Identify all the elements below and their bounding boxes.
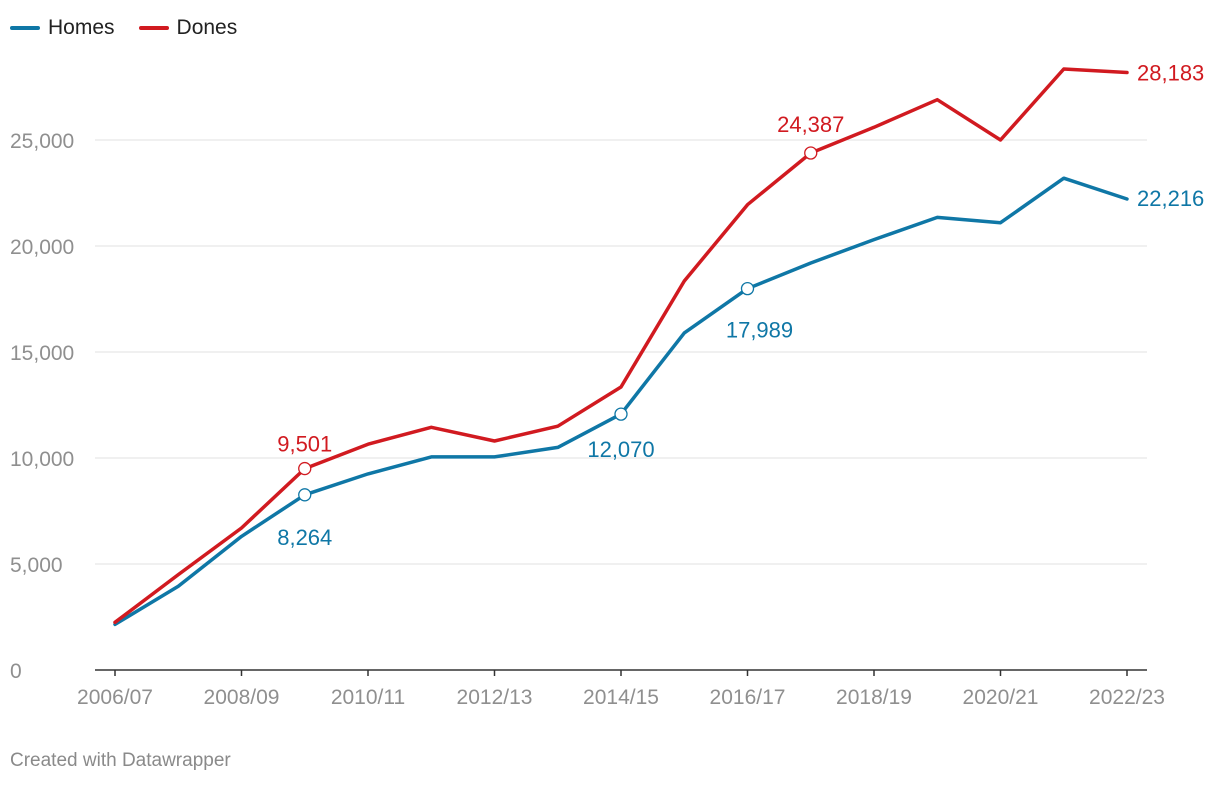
x-tick-label: 2018/19 — [836, 686, 912, 709]
x-tick-label: 2022/23 — [1089, 686, 1165, 709]
series-layer — [113, 67, 1129, 627]
legend-item-homes: Homes — [10, 16, 115, 40]
data-point-homes — [614, 407, 628, 421]
data-point-homes — [298, 488, 312, 502]
grid-layer — [95, 139, 1147, 565]
x-tick-label: 2008/09 — [204, 686, 280, 709]
x-tick-label: 2012/13 — [457, 686, 533, 709]
legend-swatch-dones — [138, 26, 169, 30]
axis-layer: 0 5,000 10,000 15,000 20,000 25,000 2006/07 200… — [10, 130, 1165, 709]
y-tick-label: 5,000 — [10, 554, 63, 577]
data-label-homes: 17,989 — [726, 318, 793, 343]
data-label-homes: 22,216 — [1137, 186, 1204, 211]
series-line-dones — [113, 67, 1129, 625]
y-tick-label: 20,000 — [10, 236, 74, 259]
x-tick-label: 2020/21 — [963, 686, 1039, 709]
data-label-dones: 28,183 — [1137, 61, 1204, 86]
x-tick-label: 2016/17 — [710, 686, 786, 709]
data-point-dones — [298, 461, 312, 476]
x-tick-label: 2006/07 — [77, 686, 153, 709]
x-tick-label: 2010/11 — [331, 686, 405, 709]
x-tick-label: 2014/15 — [583, 686, 659, 709]
data-label-dones: 9,501 — [277, 432, 332, 457]
data-label-dones: 24,387 — [777, 112, 844, 137]
y-tick-label: 25,000 — [10, 130, 74, 153]
chart-legend: Homes Dones — [10, 16, 237, 40]
annotation-layer: 8,264 12,070 17,989 22,216 9,501 24,387 28,183 — [277, 61, 1204, 550]
legend-label-homes: Homes — [48, 16, 115, 39]
data-label-homes: 12,070 — [587, 437, 654, 462]
y-tick-label: 10,000 — [10, 448, 74, 471]
y-tick-label: 0 — [10, 660, 22, 683]
legend-item-dones: Dones — [138, 16, 238, 40]
footer-credit: Created with Datawrapper — [10, 750, 231, 771]
series-line-homes — [113, 176, 1129, 627]
data-point-homes — [740, 281, 755, 296]
legend-swatch-homes — [10, 26, 40, 30]
data-label-homes: 8,264 — [277, 525, 332, 550]
y-tick-label: 15,000 — [10, 342, 74, 365]
data-point-dones — [804, 146, 818, 160]
legend-label-dones: Dones — [176, 16, 238, 39]
